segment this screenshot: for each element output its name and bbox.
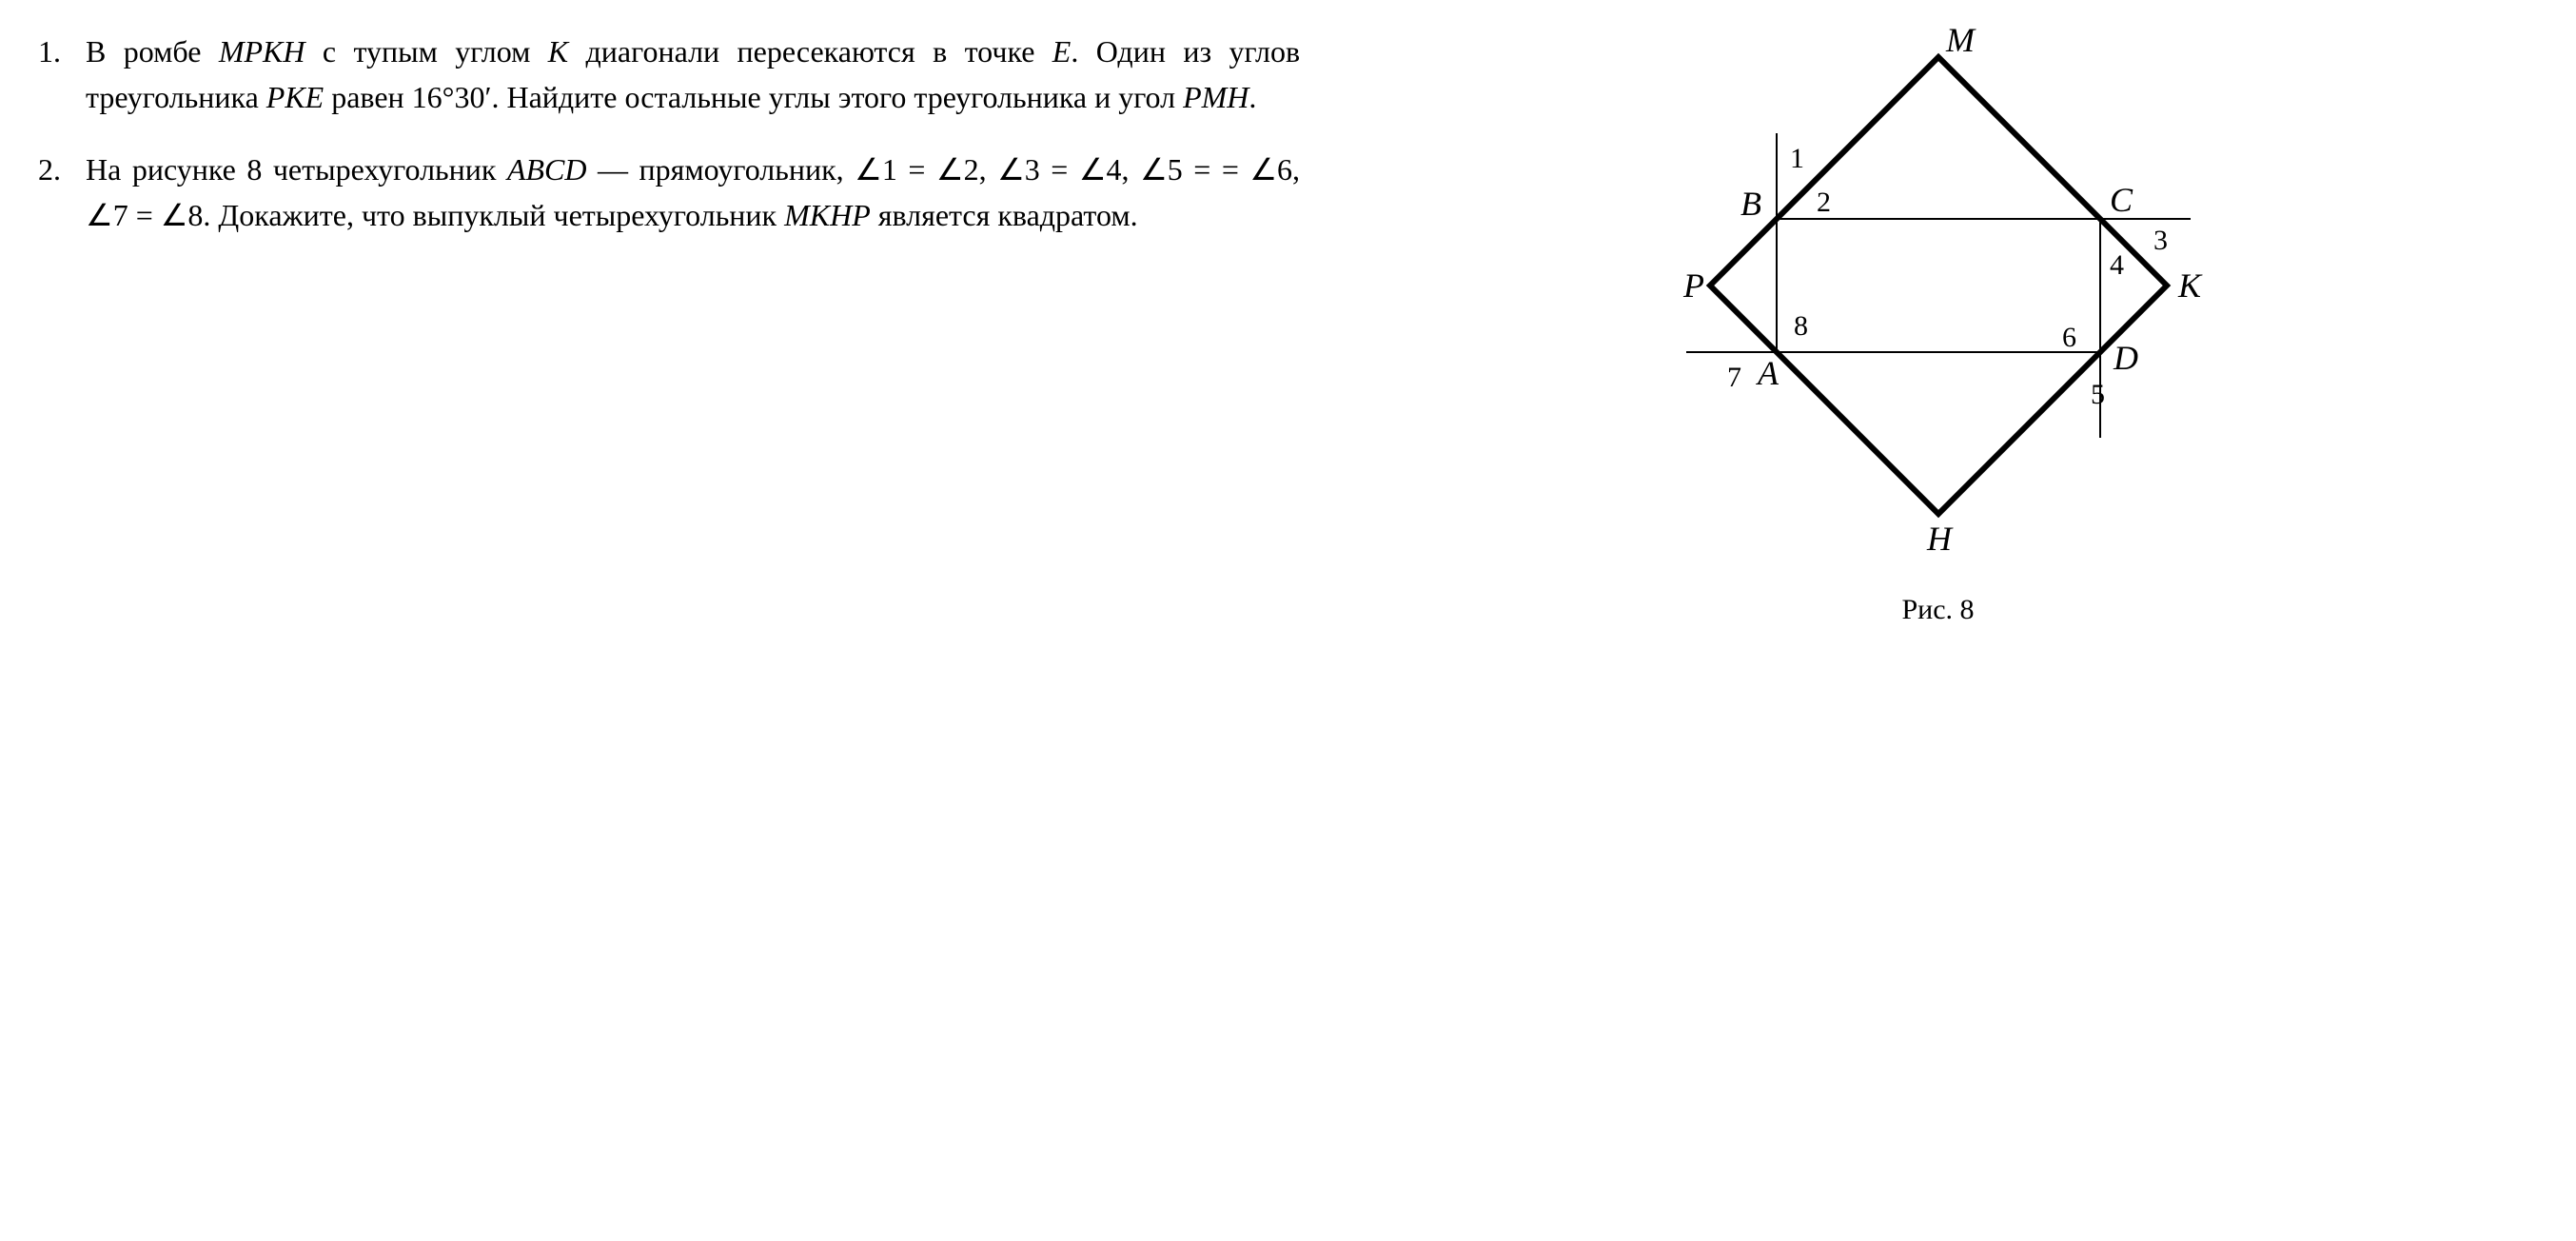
figure-diagram: MKHPBCDA12345678: [1672, 29, 2205, 581]
svg-text:7: 7: [1727, 362, 1741, 393]
svg-text:K: K: [2177, 266, 2203, 305]
svg-text:H: H: [1926, 520, 1954, 558]
problem-2-body: На рисунке 8 четырехугольник ABCD — прям…: [86, 147, 1300, 238]
figure-column: MKHPBCDA12345678 Рис. 8: [1338, 29, 2538, 626]
problem-1-body: В ромбе MPKH с тупым углом K диагонали п…: [86, 29, 1300, 120]
svg-text:D: D: [2113, 339, 2138, 377]
svg-text:C: C: [2110, 181, 2134, 219]
svg-text:A: A: [1756, 354, 1780, 392]
svg-text:4: 4: [2110, 249, 2124, 281]
figure-caption: Рис. 8: [1901, 594, 1974, 626]
svg-text:B: B: [1740, 185, 1761, 223]
problem-2: 2. На рисунке 8 четырехугольник ABCD — п…: [38, 147, 1300, 238]
svg-text:3: 3: [2153, 225, 2168, 256]
svg-text:5: 5: [2091, 379, 2105, 410]
svg-text:M: M: [1945, 29, 1976, 59]
problem-2-number: 2.: [38, 147, 86, 238]
svg-text:8: 8: [1794, 310, 1808, 342]
svg-text:6: 6: [2062, 322, 2076, 353]
svg-text:1: 1: [1790, 143, 1804, 174]
problem-1: 1. В ромбе MPKH с тупым углом K диагонал…: [38, 29, 1300, 120]
problem-1-number: 1.: [38, 29, 86, 120]
svg-text:P: P: [1682, 266, 1704, 305]
svg-text:2: 2: [1817, 187, 1831, 218]
text-column: 1. В ромбе MPKH с тупым углом K диагонал…: [38, 29, 1300, 626]
